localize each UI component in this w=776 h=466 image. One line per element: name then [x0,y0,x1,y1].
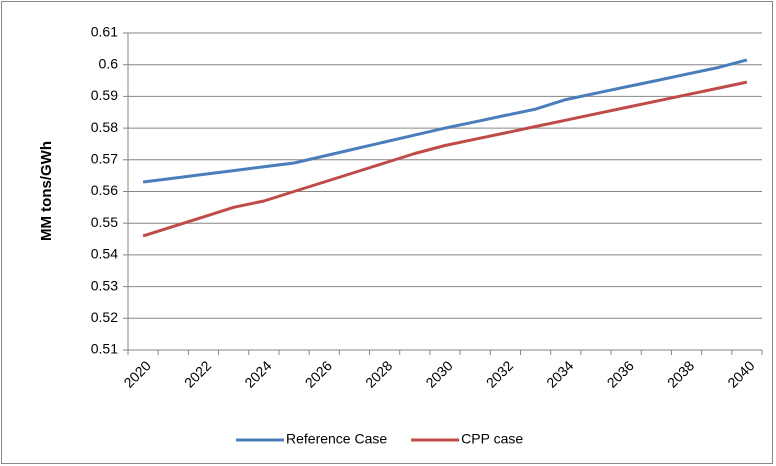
y-tick-label: 0.54 [91,246,118,262]
y-tick-label: 0.59 [91,87,118,103]
legend-label: Reference Case [286,431,387,447]
legend-label: CPP case [461,431,523,447]
series-line [142,58,748,184]
y-tick-label: 0.61 [91,24,118,40]
y-tick-label: 0.52 [91,309,118,325]
y-tick-label: 0.51 [91,341,118,357]
y-tick-label: 0.6 [99,55,119,71]
y-tick-label: 0.55 [91,214,118,230]
y-axis-label: MM tons/GWh [38,141,55,241]
series-line [142,80,748,238]
y-tick-label: 0.53 [91,277,118,293]
y-tick-label: 0.56 [91,182,118,198]
y-tick-label: 0.57 [91,151,118,167]
y-tick-label: 0.58 [91,119,118,135]
